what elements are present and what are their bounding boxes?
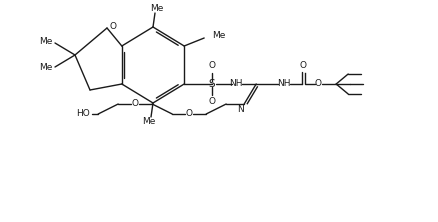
Text: O: O (132, 99, 139, 109)
Text: O: O (314, 79, 321, 89)
Text: NH: NH (277, 79, 291, 89)
Text: O: O (186, 109, 193, 119)
Text: O: O (300, 61, 307, 71)
Text: N: N (237, 105, 244, 113)
Text: Me: Me (212, 32, 226, 40)
Text: HO: HO (76, 109, 90, 119)
Text: O: O (208, 97, 215, 107)
Text: Me: Me (39, 38, 53, 46)
Text: NH: NH (230, 79, 243, 89)
Text: Me: Me (39, 63, 53, 73)
Text: O: O (208, 61, 215, 71)
Text: Me: Me (150, 4, 164, 14)
Text: O: O (110, 22, 117, 32)
Text: S: S (209, 79, 215, 89)
Text: Me: Me (142, 117, 155, 127)
